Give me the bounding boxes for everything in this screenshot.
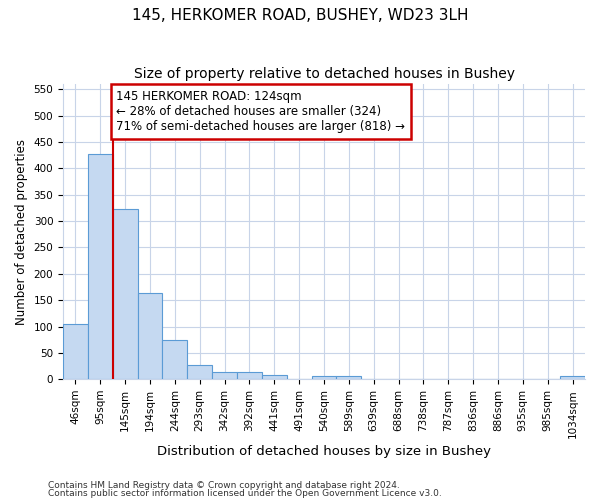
- Bar: [560, 376, 585, 379]
- Bar: [163, 340, 187, 379]
- Y-axis label: Number of detached properties: Number of detached properties: [15, 138, 28, 324]
- Bar: [137, 294, 163, 379]
- Bar: [113, 210, 137, 379]
- Bar: [88, 154, 113, 379]
- Text: 145, HERKOMER ROAD, BUSHEY, WD23 3LH: 145, HERKOMER ROAD, BUSHEY, WD23 3LH: [132, 8, 468, 22]
- Text: Contains public sector information licensed under the Open Government Licence v3: Contains public sector information licen…: [48, 489, 442, 498]
- Bar: [63, 324, 88, 379]
- Bar: [311, 376, 337, 379]
- Text: 145 HERKOMER ROAD: 124sqm
← 28% of detached houses are smaller (324)
71% of semi: 145 HERKOMER ROAD: 124sqm ← 28% of detac…: [116, 90, 406, 134]
- Bar: [237, 372, 262, 379]
- Bar: [337, 376, 361, 379]
- X-axis label: Distribution of detached houses by size in Bushey: Distribution of detached houses by size …: [157, 444, 491, 458]
- Title: Size of property relative to detached houses in Bushey: Size of property relative to detached ho…: [134, 68, 515, 82]
- Bar: [212, 372, 237, 379]
- Text: Contains HM Land Registry data © Crown copyright and database right 2024.: Contains HM Land Registry data © Crown c…: [48, 480, 400, 490]
- Bar: [262, 375, 287, 379]
- Bar: [187, 365, 212, 379]
